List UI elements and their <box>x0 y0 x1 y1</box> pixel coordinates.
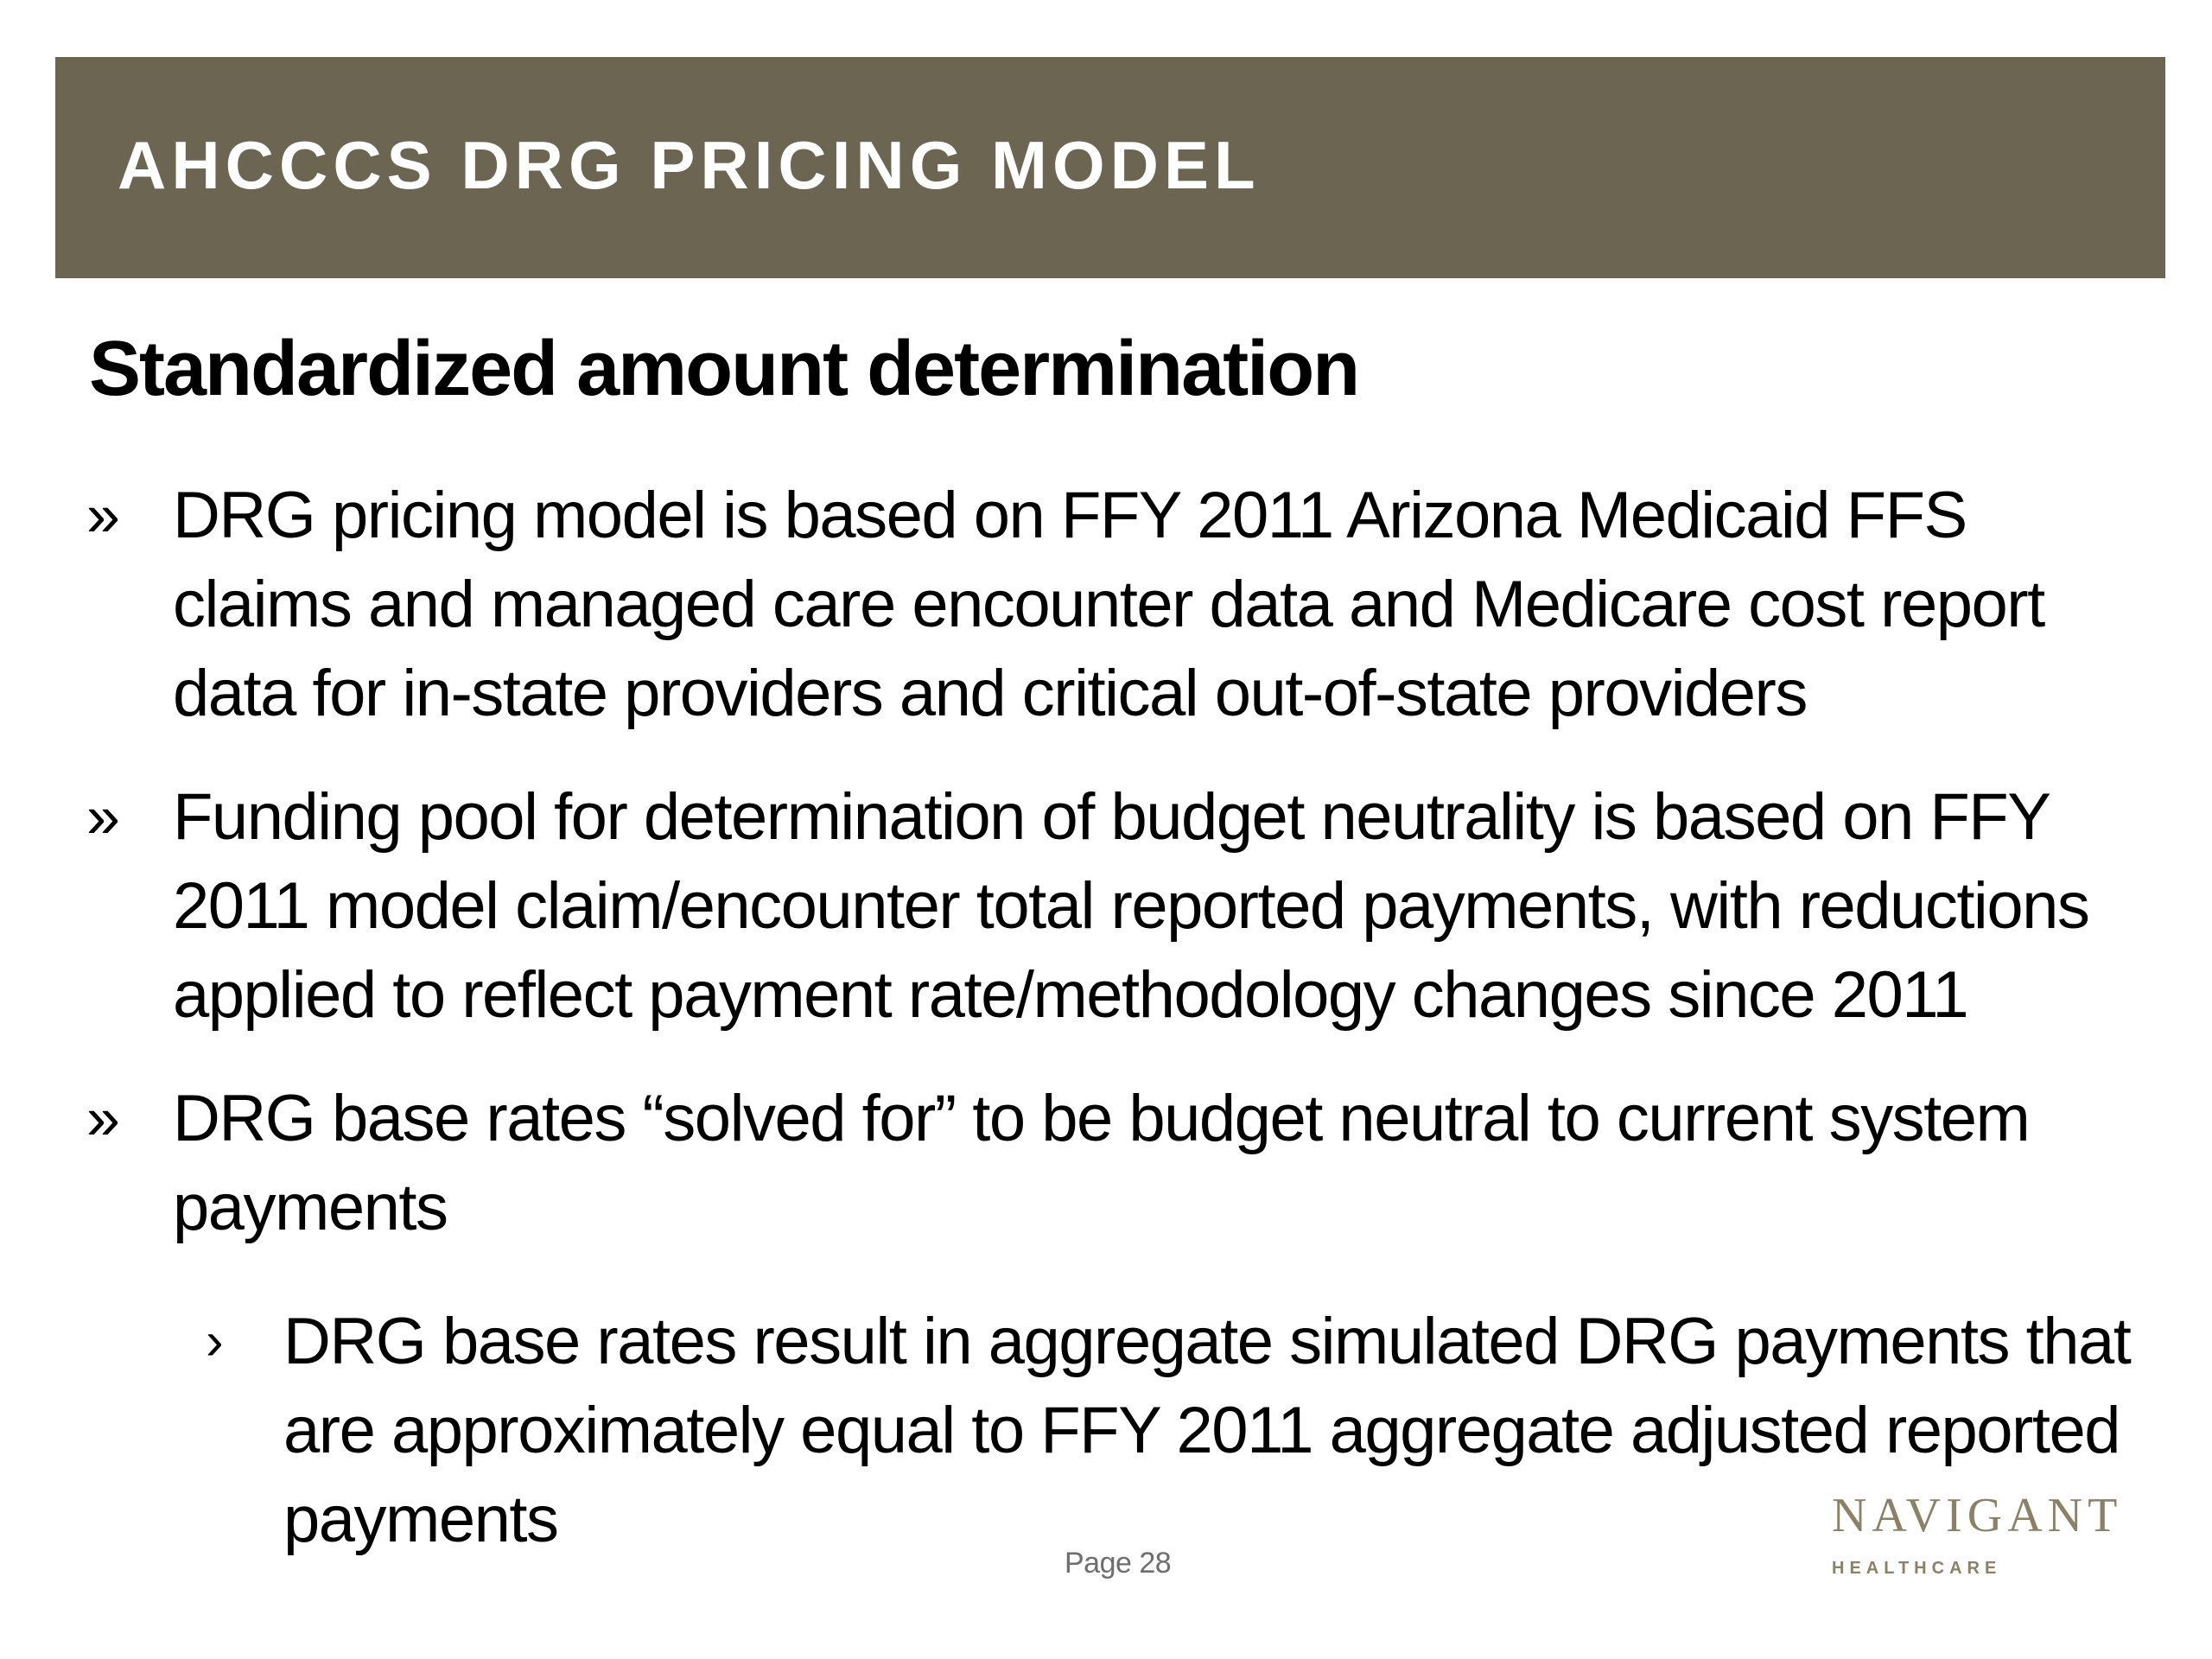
logo-subtitle: HEALTHCARE <box>1832 1559 2002 1578</box>
bullet-list: » DRG pricing model is based on FFY 2011… <box>86 471 2143 1599</box>
bullet-text: DRG base rates “solved for” to be budget… <box>173 1082 2031 1244</box>
sub-bullet-item: › DRG base rates result in aggregate sim… <box>197 1297 2143 1564</box>
bullet-item: » DRG base rates “solved for” to be budg… <box>86 1074 2143 1252</box>
bullet-item: » Funding pool for determination of budg… <box>86 772 2143 1039</box>
page-number: Page 28 <box>1065 1547 1172 1580</box>
bullet-marker: » <box>86 1084 120 1152</box>
bullet-text: Funding pool for determination of budget… <box>173 780 2090 1032</box>
bullet-text: DRG pricing model is based on FFY 2011 A… <box>173 479 2045 730</box>
bullet-item: » DRG pricing model is based on FFY 2011… <box>86 471 2143 738</box>
bullet-marker: » <box>86 481 120 549</box>
logo-wordmark: NAVIGANT <box>1832 1489 2123 1542</box>
bullet-marker: » <box>86 783 120 850</box>
title-bar: AHCCCS DRG PRICING MODEL <box>55 57 2165 278</box>
sub-bullet-text: DRG base rates result in aggregate simul… <box>283 1305 2132 1556</box>
navigant-logo: NAVIGANT HEALTHCARE <box>1832 1491 2117 1586</box>
sub-bullet-marker: › <box>206 1312 224 1371</box>
section-heading: Standardized amount determination <box>89 326 1360 412</box>
slide-title: AHCCCS DRG PRICING MODEL <box>118 127 1261 203</box>
